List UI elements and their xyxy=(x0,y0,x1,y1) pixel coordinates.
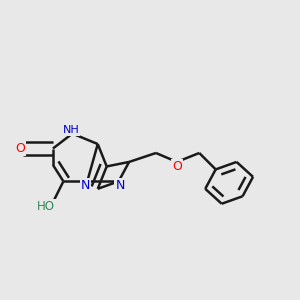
Text: O: O xyxy=(172,160,182,173)
Text: NH: NH xyxy=(62,125,79,135)
Text: N: N xyxy=(81,179,91,192)
Text: N: N xyxy=(116,179,125,192)
Text: HO: HO xyxy=(37,200,55,213)
Text: O: O xyxy=(15,142,25,155)
